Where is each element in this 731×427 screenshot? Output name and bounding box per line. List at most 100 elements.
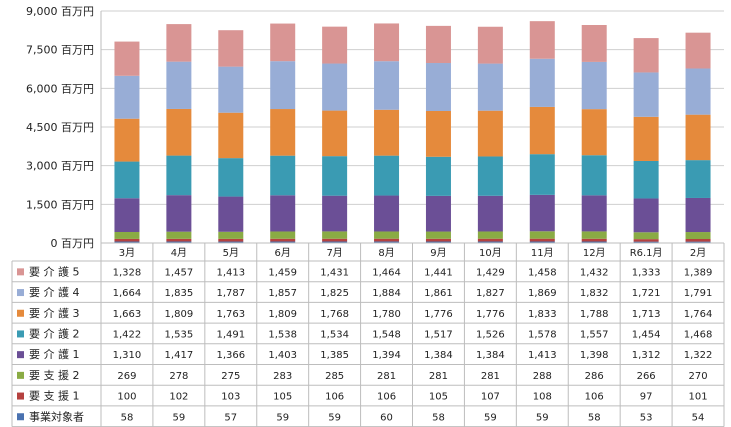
- data-label: 1,526: [476, 329, 505, 340]
- data-label: 1,869: [528, 288, 557, 299]
- data-label: 1,787: [216, 288, 245, 299]
- data-label: 1,548: [372, 329, 401, 340]
- bar-segment: [114, 75, 140, 119]
- bar-segment: [166, 61, 192, 109]
- data-label: 1,809: [165, 309, 194, 320]
- data-label: 1,454: [632, 329, 661, 340]
- bar-segment: [322, 195, 348, 232]
- data-label: 1,384: [424, 350, 453, 361]
- legend-swatch: [17, 413, 24, 421]
- gridlines: [101, 10, 724, 244]
- bar-segment: [114, 231, 140, 239]
- y-tick-label: 1,500 百万円: [26, 198, 94, 211]
- data-label: 1,776: [476, 309, 505, 320]
- bar-segment: [425, 231, 451, 239]
- x-tick-label: 6月: [275, 247, 291, 259]
- data-label: 1,459: [268, 267, 297, 278]
- bar-segment: [425, 63, 451, 111]
- data-label: 1,389: [684, 267, 713, 278]
- bar-segment: [633, 239, 659, 242]
- bar-segment: [322, 110, 348, 157]
- data-label: 1,441: [424, 267, 453, 278]
- data-label: 58: [588, 412, 601, 423]
- bar-segment: [374, 231, 400, 239]
- data-label: 283: [273, 371, 292, 382]
- bar-segment: [166, 238, 192, 242]
- data-label: 281: [481, 371, 500, 382]
- data-label: 1,491: [216, 329, 245, 340]
- data-label: 1,788: [580, 309, 609, 320]
- bar-segment: [166, 241, 192, 243]
- bars: [114, 21, 711, 243]
- legend-entry: 要 介 護 4: [29, 285, 80, 299]
- data-label: 107: [481, 392, 500, 403]
- bar-segment: [114, 161, 140, 199]
- bar-segment: [633, 160, 659, 199]
- x-tick-label: 11月: [531, 247, 554, 259]
- bar-segment: [425, 25, 451, 64]
- data-label: 1,713: [632, 309, 661, 320]
- bar-segment: [322, 63, 348, 111]
- bar-segment: [529, 241, 555, 243]
- data-label: 286: [585, 371, 604, 382]
- bar-segment: [425, 195, 451, 232]
- data-label: 1,413: [216, 267, 245, 278]
- data-label: 1,385: [320, 350, 349, 361]
- bar-segment: [270, 241, 296, 243]
- data-label: 59: [328, 412, 341, 423]
- data-label: 1,328: [113, 267, 142, 278]
- data-label: 106: [585, 392, 604, 403]
- data-label: 58: [121, 412, 134, 423]
- bar-segment: [581, 241, 607, 243]
- legend-swatch: [17, 351, 24, 359]
- data-label: 1,422: [113, 329, 142, 340]
- data-label: 1,398: [580, 350, 609, 361]
- data-label: 97: [640, 392, 653, 403]
- bar-segment: [270, 231, 296, 239]
- bar-segment: [114, 118, 140, 162]
- bar-segment: [425, 238, 451, 242]
- data-label: 285: [325, 371, 344, 382]
- bar-segment: [166, 155, 192, 196]
- data-label: 1,458: [528, 267, 557, 278]
- bar-segment: [114, 238, 140, 242]
- y-tick-label: 6,000 百万円: [26, 82, 94, 95]
- bar-segment: [374, 238, 400, 242]
- data-label: 1,432: [580, 267, 609, 278]
- bar-segment: [218, 112, 244, 159]
- x-tick-label: 8月: [378, 247, 394, 259]
- bar-segment: [218, 238, 244, 242]
- data-label: 1,780: [372, 309, 401, 320]
- data-label: 1,663: [113, 309, 142, 320]
- bar-segment: [685, 160, 711, 198]
- x-tick-label: 9月: [430, 247, 446, 259]
- data-label: 106: [377, 392, 396, 403]
- bar-segment: [218, 196, 244, 232]
- bar-segment: [218, 241, 244, 243]
- bar-segment: [633, 241, 659, 243]
- bar-segment: [477, 156, 503, 196]
- data-label: 1,835: [165, 288, 194, 299]
- data-label: 105: [429, 392, 448, 403]
- bar-segment: [581, 238, 607, 242]
- bar-segment: [374, 155, 400, 196]
- bar-segment: [685, 241, 711, 243]
- data-label: 1,884: [372, 288, 401, 299]
- data-label: 102: [169, 392, 188, 403]
- data-label: 275: [221, 371, 240, 382]
- x-tick-label: 3月: [119, 247, 135, 259]
- bar-segment: [633, 232, 659, 240]
- bar-segment: [218, 158, 244, 197]
- y-tick-label: 3,000 百万円: [26, 160, 94, 173]
- bar-segment: [581, 231, 607, 239]
- data-label: 53: [640, 412, 653, 423]
- data-label: 60: [380, 412, 393, 423]
- x-tick-label: 5月: [223, 247, 239, 259]
- data-label: 106: [325, 392, 344, 403]
- data-label: 54: [692, 412, 705, 423]
- legend-swatch: [17, 330, 24, 338]
- bar-segment: [374, 61, 400, 110]
- data-label: 59: [276, 412, 289, 423]
- x-tick-label: 10月: [479, 247, 502, 259]
